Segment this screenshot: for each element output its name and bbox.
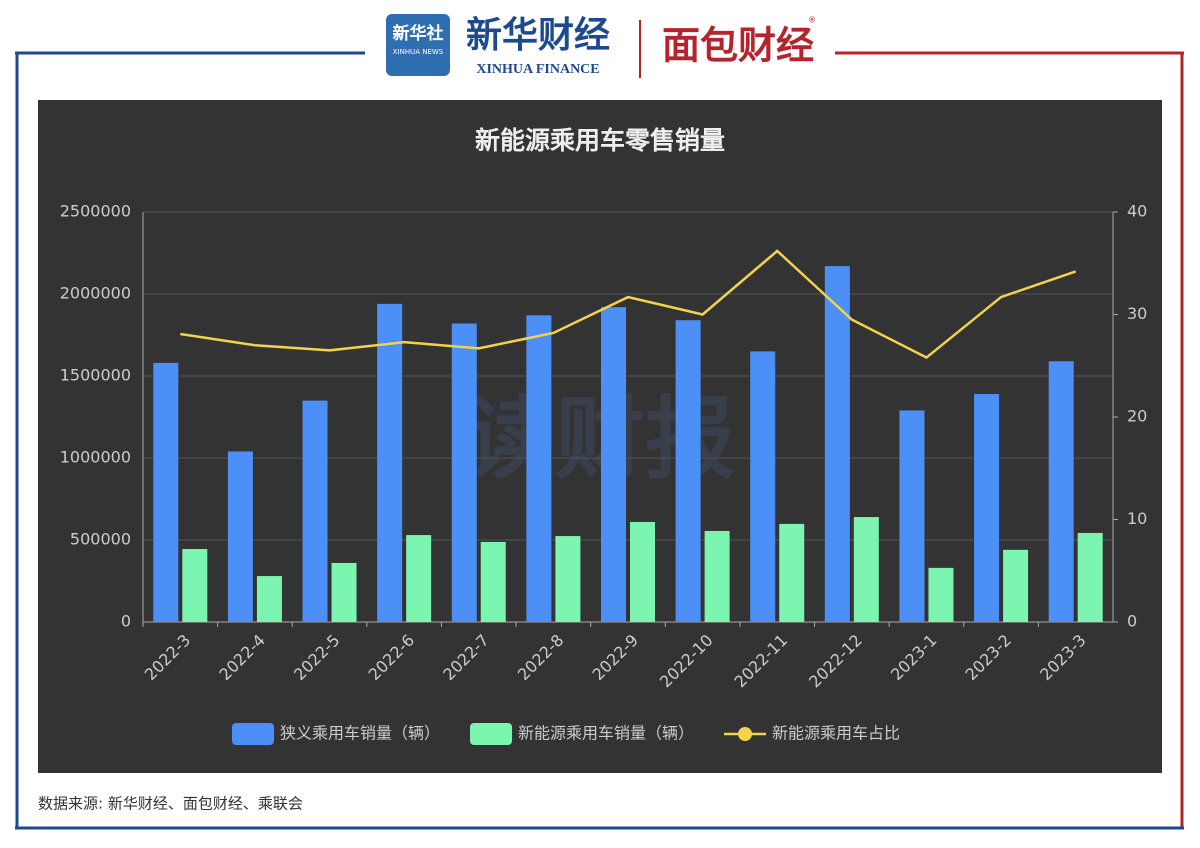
y2-tick-label: 0 — [1127, 612, 1137, 631]
bar — [302, 400, 328, 622]
brand: 新华财经 — [466, 14, 610, 56]
bar — [153, 362, 179, 622]
bar — [227, 451, 253, 622]
y-tick-label: 2500000 — [60, 202, 131, 221]
bar — [451, 323, 477, 622]
bar — [704, 530, 730, 622]
bar — [928, 567, 954, 622]
bar — [182, 549, 208, 622]
legend-label: 狭义乘用车销量（辆） — [280, 724, 440, 743]
logo-text: XINHUA NEWS — [393, 48, 444, 56]
bar — [899, 410, 925, 622]
bar — [406, 535, 432, 622]
bar — [480, 541, 506, 622]
y2-tick-label: 30 — [1127, 304, 1147, 323]
bar — [675, 320, 701, 622]
bar — [555, 536, 581, 622]
legend-swatch — [470, 723, 513, 745]
line — [180, 249, 1077, 360]
bar — [974, 394, 1000, 622]
y-tick-label: 0 — [121, 612, 131, 631]
bar — [1077, 532, 1103, 622]
logo-text: 新华社 — [393, 23, 444, 44]
y2-tick-label: 10 — [1127, 509, 1147, 528]
bar — [331, 562, 357, 622]
bar — [377, 303, 403, 622]
bar — [853, 517, 879, 622]
bar — [1003, 549, 1029, 622]
brand-en: XINHUA FINANCE — [476, 62, 599, 77]
chart-title: 新能源乘用车零售销量 — [475, 126, 725, 155]
source: 数据来源: 新华财经、面包财经、乘联会 — [38, 795, 303, 813]
legend-swatch — [738, 727, 753, 741]
bar — [824, 266, 850, 622]
logo-box — [386, 14, 450, 76]
bar — [630, 521, 655, 622]
bar — [750, 351, 776, 622]
bar — [526, 315, 552, 622]
bar — [1048, 361, 1074, 622]
y-tick-label: 1500000 — [60, 366, 131, 385]
legend-label: 新能源乘用车占比 — [772, 724, 900, 743]
bar — [601, 307, 626, 622]
bar — [779, 523, 805, 622]
legend-label: 新能源乘用车销量（辆） — [518, 724, 694, 743]
legend-swatch — [232, 723, 274, 745]
y2-tick-label: 40 — [1127, 202, 1147, 221]
y-tick-label: 1000000 — [60, 448, 131, 467]
y2-tick-label: 20 — [1127, 407, 1147, 426]
y-tick-label: 2000000 — [60, 284, 131, 303]
partner: 面包财经 — [662, 24, 814, 68]
bar — [256, 576, 282, 622]
y-tick-label: 500000 — [70, 530, 131, 549]
registered: ® — [808, 16, 816, 25]
